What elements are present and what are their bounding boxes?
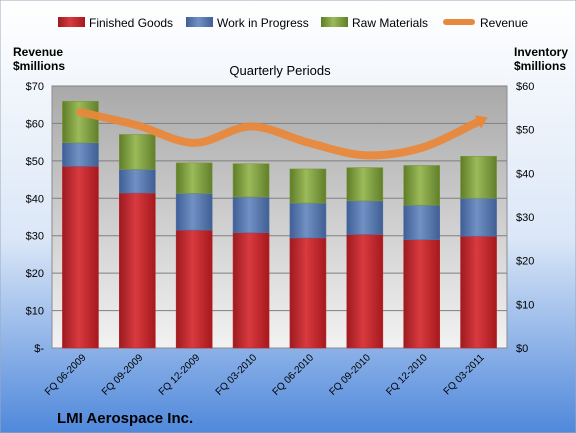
- left-tick-label: $60: [26, 118, 44, 130]
- bar-work-in-progress: [62, 142, 99, 167]
- bar-raw-materials: [289, 168, 327, 204]
- left-tick-label: $40: [26, 193, 44, 205]
- bar-work-in-progress: [403, 204, 440, 241]
- left-tick-label: $50: [26, 156, 44, 168]
- right-tick-label: $60: [516, 81, 534, 93]
- right-tick-label: $10: [516, 299, 534, 311]
- right-tick-label: $50: [516, 125, 534, 137]
- bar-raw-materials: [175, 162, 213, 194]
- left-tick-label: $30: [26, 231, 44, 243]
- legend-label-finished-goods: Finished Goods: [89, 16, 173, 30]
- bar-finished-goods: [289, 237, 327, 349]
- bar-finished-goods: [460, 235, 497, 349]
- right-axis-ticks: $0 $10 $20 $30 $40 $50 $60: [516, 81, 534, 355]
- legend-label-revenue: Revenue: [480, 16, 528, 30]
- left-axis-title-line1: Revenue: [13, 45, 63, 59]
- bar-work-in-progress: [289, 202, 327, 239]
- bar-work-in-progress: [119, 169, 156, 194]
- left-axis-ticks: $- $10 $20 $30 $40 $50 $60 $70: [26, 81, 45, 355]
- bar-raw-materials: [62, 100, 99, 144]
- bar-work-in-progress: [175, 193, 213, 231]
- revenue-arrowhead: [474, 115, 488, 129]
- right-axis-title-line1: Inventory: [514, 45, 568, 59]
- bar-raw-materials: [119, 134, 156, 170]
- right-tick-label: $40: [516, 168, 534, 180]
- bar-raw-materials: [232, 163, 270, 198]
- right-axis-title-line2: $millions: [514, 59, 566, 73]
- bar-finished-goods: [232, 232, 270, 349]
- legend-swatch-raw-materials: [321, 17, 348, 27]
- bar-work-in-progress: [232, 196, 270, 234]
- legend: Finished Goods Work in Progress Raw Mate…: [58, 16, 528, 30]
- legend-swatch-finished-goods: [58, 17, 85, 27]
- right-tick-label: $30: [516, 212, 534, 224]
- bar-raw-materials: [346, 167, 384, 202]
- right-tick-label: $0: [516, 343, 528, 355]
- left-tick-label: $-: [34, 343, 44, 355]
- bar-finished-goods: [346, 234, 384, 349]
- right-tick-label: $20: [516, 256, 534, 268]
- footer-company: LMI Aerospace Inc.: [57, 410, 193, 427]
- bar-raw-materials: [403, 165, 440, 206]
- bar-finished-goods: [119, 192, 156, 349]
- revenue-line: [76, 108, 483, 160]
- bar-finished-goods: [403, 239, 440, 349]
- bar-work-in-progress: [460, 197, 497, 237]
- bar-raw-materials: [460, 156, 497, 199]
- chart-title: Quarterly Periods: [229, 63, 331, 78]
- bar-finished-goods: [175, 229, 213, 349]
- bars: [62, 100, 497, 349]
- left-axis-title-line2: $millions: [13, 59, 65, 73]
- legend-swatch-work-in-progress: [186, 17, 213, 27]
- left-tick-label: $70: [26, 81, 44, 93]
- bar-work-in-progress: [346, 200, 384, 235]
- legend-label-work-in-progress: Work in Progress: [217, 16, 309, 30]
- left-tick-label: $20: [26, 268, 44, 280]
- left-tick-label: $10: [26, 306, 44, 318]
- legend-label-raw-materials: Raw Materials: [352, 16, 428, 30]
- bar-finished-goods: [62, 166, 99, 349]
